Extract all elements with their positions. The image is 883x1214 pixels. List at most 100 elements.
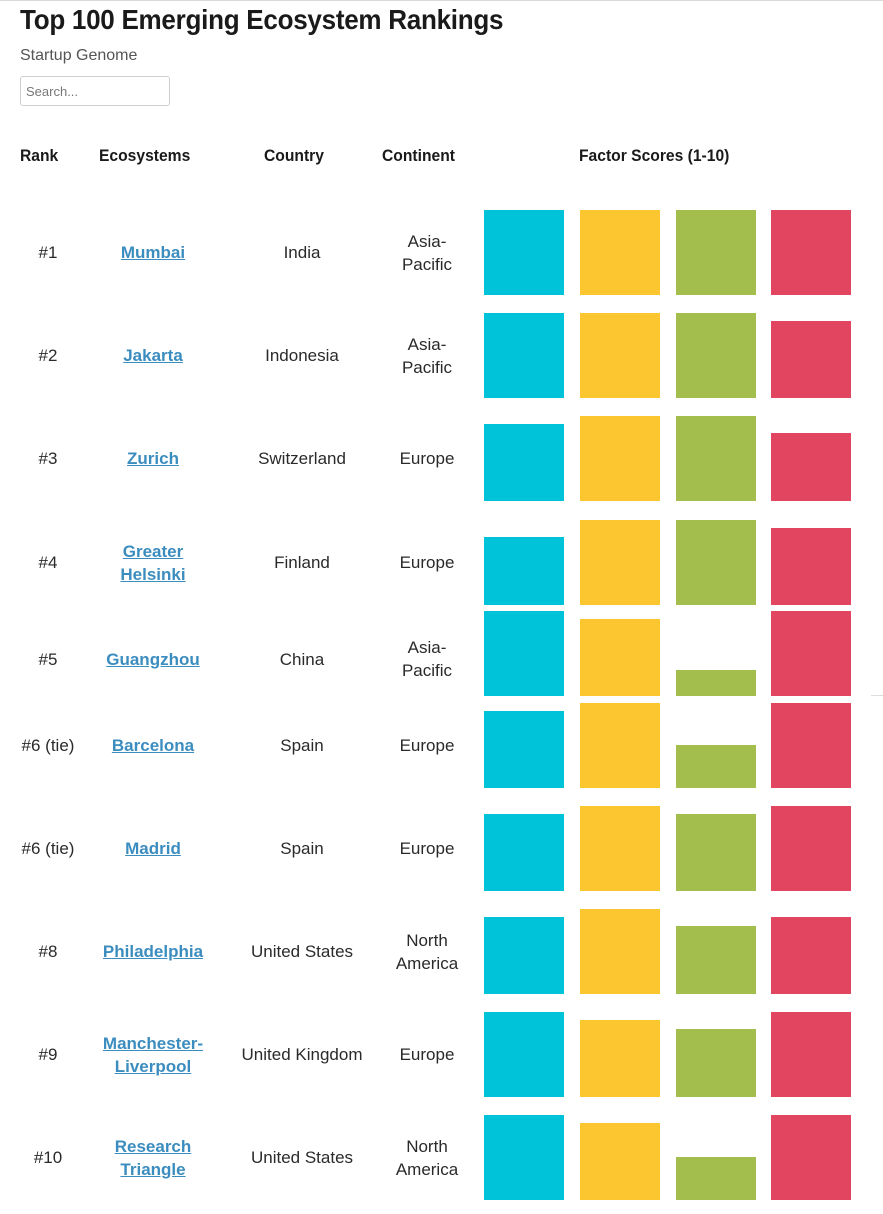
rank-cell: #6 (tie) [21,839,75,858]
factor-bar-3-4 [771,433,851,501]
ecosystem-cell: Greater Helsinki [78,520,228,605]
ecosystem-link[interactable]: Greater Helsinki [120,541,186,584]
factor-bar-8-3 [676,926,756,994]
ecosystem-cell: Barcelona [78,703,228,788]
factor-bar-9-1 [484,1012,564,1097]
factor-bar-4-1 [484,537,564,605]
ecosystem-link[interactable]: Manchester-Liverpool [102,1033,204,1076]
factor-bar-7-4 [771,806,851,891]
continent-cell: North America [395,930,459,973]
ecosystem-cell: Philadelphia [78,909,228,994]
factor-bar-8-4 [771,917,851,994]
factor-bar-2-4 [771,321,851,398]
continent-cell: Asia-Pacific [401,231,453,274]
factor-bar-2-1 [484,313,564,398]
ecosystem-cell: Madrid [78,806,228,891]
continent-cell: Europe [399,839,455,858]
factor-bar-10-4 [771,1115,851,1200]
rank-cell: #4 [38,553,58,572]
factor-bar-9-2 [580,1020,660,1097]
factor-bar-6-1 [484,711,564,788]
factor-bar-3-1 [484,424,564,501]
factor-bar-7-3 [676,814,756,891]
column-header-ecosystems[interactable]: Ecosystems [99,146,191,165]
ecosystem-link[interactable]: Research Triangle [114,1136,192,1179]
factor-bar-1-3 [676,210,756,295]
ecosystem-cell: Zurich [78,416,228,501]
factor-bar-3-2 [580,416,660,501]
continent-cell: Asia-Pacific [401,334,453,377]
factor-bar-4-3 [676,520,756,605]
factor-bar-3-3 [676,416,756,501]
country-cell: United States [250,942,354,961]
factor-bar-4-4 [771,528,851,605]
rank-cell: #8 [38,942,58,961]
factor-bar-6-2 [580,703,660,788]
ecosystem-link[interactable]: Zurich [127,449,179,468]
factor-bar-5-1 [484,611,564,696]
factor-bar-7-2 [580,806,660,891]
factor-bar-1-4 [771,210,851,295]
rank-cell: #1 [38,243,58,262]
factor-bar-9-3 [676,1029,756,1097]
page-subtitle: Startup Genome [20,47,138,64]
country-cell: Spain [280,839,324,858]
factor-bar-1-1 [484,210,564,295]
rank-cell: #3 [38,449,58,468]
ecosystem-cell: Research Triangle [78,1115,228,1200]
ecosystem-cell: Jakarta [78,313,228,398]
rank-cell: #5 [38,649,58,669]
edge-divider [871,695,883,696]
factor-bar-6-4 [771,703,851,788]
page-title: Top 100 Emerging Ecosystem Rankings [20,4,504,35]
factor-bar-5-4 [771,611,851,696]
country-cell: Indonesia [265,346,339,365]
factor-bar-9-4 [771,1012,851,1097]
ecosystem-link[interactable]: Guangzhou [106,649,200,669]
column-header-factor-scores: Factor Scores (1-10) [579,146,730,165]
factor-bar-2-3 [676,313,756,398]
rank-cell: #10 [33,1148,63,1167]
ecosystem-link[interactable]: Mumbai [120,243,186,262]
factor-bar-7-1 [484,814,564,891]
column-header-country[interactable]: Country [264,146,324,165]
country-cell: United Kingdom [241,1045,363,1064]
ecosystem-cell: Manchester-Liverpool [78,1012,228,1097]
factor-bar-10-1 [484,1115,564,1200]
continent-cell: Europe [399,449,455,468]
factor-bar-8-2 [580,909,660,994]
country-cell: China [279,649,325,669]
ecosystem-link[interactable]: Philadelphia [102,942,204,961]
continent-cell: Europe [399,553,455,572]
factor-bar-4-2 [580,520,660,605]
country-cell: Spain [280,736,324,755]
factor-bar-8-1 [484,917,564,994]
continent-cell: Europe [399,736,455,755]
factor-bar-2-2 [580,313,660,398]
factor-bar-1-2 [580,210,660,295]
ecosystem-link[interactable]: Madrid [125,839,181,858]
country-cell: India [283,243,321,262]
rank-cell: #9 [38,1045,58,1064]
factor-bar-10-2 [580,1123,660,1200]
continent-cell: Asia-Pacific [401,638,453,680]
country-cell: Switzerland [258,449,346,468]
search-input[interactable] [20,76,170,106]
ecosystem-cell: Guangzhou [78,622,228,696]
column-header-rank[interactable]: Rank [20,146,59,165]
continent-cell: North America [395,1136,459,1179]
rank-cell: #2 [38,346,58,365]
ecosystem-link[interactable]: Jakarta [123,346,183,365]
ecosystem-cell: Mumbai [78,210,228,295]
rank-cell: #6 (tie) [21,736,75,755]
factor-bar-10-3 [676,1157,756,1200]
ecosystem-link[interactable]: Barcelona [111,736,195,755]
column-header-continent[interactable]: Continent [382,146,455,165]
factor-bar-5-2 [580,619,660,696]
country-cell: Finland [274,553,330,572]
country-cell: United States [250,1148,354,1167]
factor-bar-6-3 [676,745,756,788]
top-divider [0,0,883,1]
continent-cell: Europe [399,1045,455,1064]
